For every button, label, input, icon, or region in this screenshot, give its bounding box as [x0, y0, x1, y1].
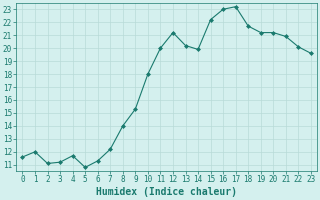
X-axis label: Humidex (Indice chaleur): Humidex (Indice chaleur) — [96, 187, 237, 197]
